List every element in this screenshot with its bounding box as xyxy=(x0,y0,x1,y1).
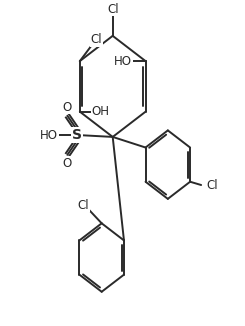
Text: HO: HO xyxy=(40,129,58,142)
Text: Cl: Cl xyxy=(207,179,218,191)
Text: Cl: Cl xyxy=(91,33,102,46)
Text: O: O xyxy=(63,101,72,114)
Text: S: S xyxy=(72,128,82,142)
Text: Cl: Cl xyxy=(77,199,89,212)
Text: Cl: Cl xyxy=(107,3,119,16)
Text: HO: HO xyxy=(114,55,132,67)
Text: OH: OH xyxy=(92,105,110,118)
Text: O: O xyxy=(63,157,72,170)
